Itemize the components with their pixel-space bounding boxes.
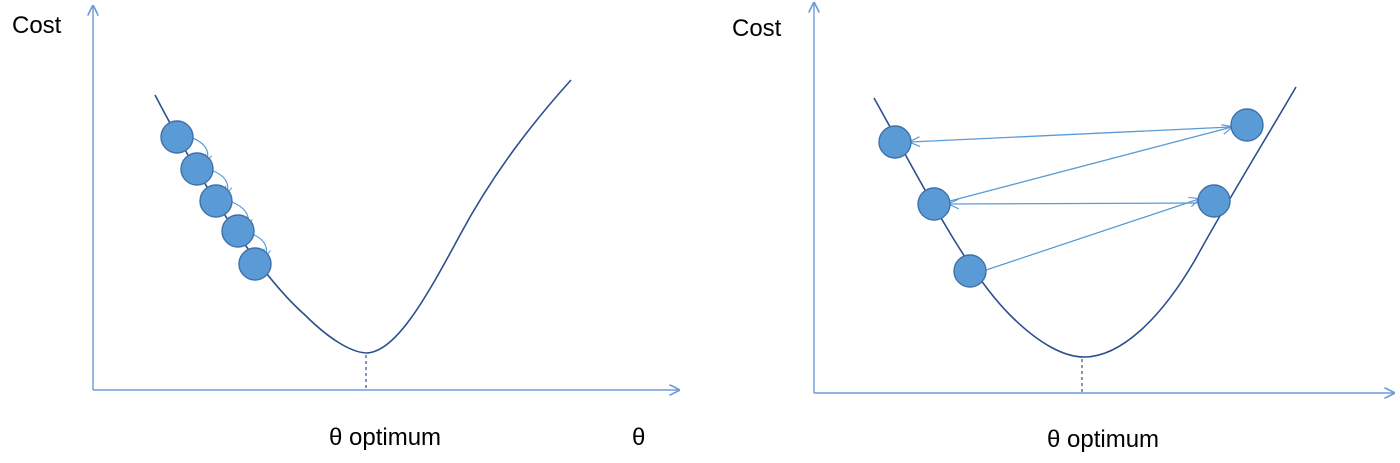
- right-jump-arrow: [949, 127, 1232, 202]
- left-descent-ball: [180, 152, 214, 186]
- right-overshoot-ball: [917, 187, 951, 221]
- right-jump-arrow: [910, 126, 1232, 142]
- right-jump-arrow: [949, 203, 1200, 204]
- right-overshoot-ball: [953, 254, 987, 288]
- left-descent-ball: [221, 214, 255, 248]
- right-y-axis-label: Cost: [732, 15, 782, 42]
- left-descent-ball: [160, 120, 194, 154]
- right-overshoot-ball: [1230, 108, 1264, 142]
- left-chart: Cost θ optimum θ: [12, 6, 679, 451]
- right-cost-curve: [873, 86, 1297, 358]
- left-optimum-label: θ optimum: [329, 424, 441, 451]
- right-overshoot-ball: [878, 125, 912, 159]
- left-y-axis-label: Cost: [12, 12, 62, 39]
- right-overshoot-ball: [1197, 184, 1231, 218]
- right-optimum-label: θ optimum: [1047, 426, 1159, 453]
- left-descent-ball: [238, 247, 272, 281]
- right-chart: Cost θ optimum: [732, 3, 1394, 453]
- right-jump-arrow: [985, 199, 1199, 271]
- left-descent-ball: [199, 184, 233, 218]
- left-x-axis-label: θ: [632, 424, 645, 451]
